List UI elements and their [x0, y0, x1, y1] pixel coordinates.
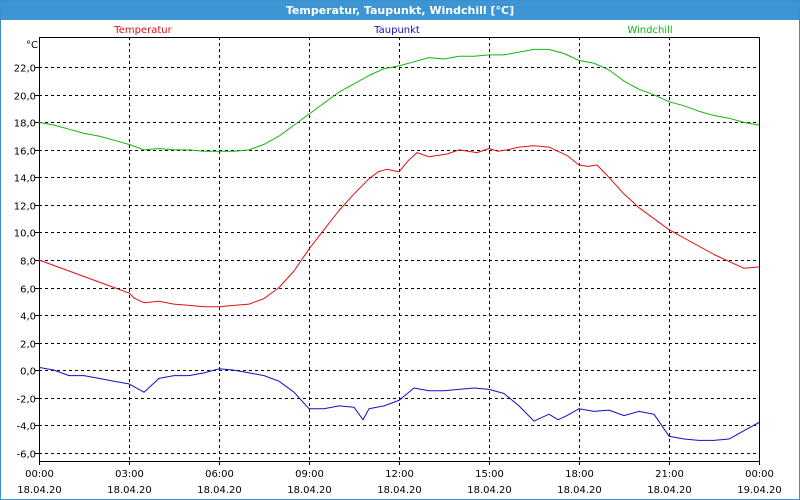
x-tick-date-label: 18.04.20 — [287, 485, 332, 496]
series-line-windchill — [38, 48, 760, 152]
y-tick-label: 0,0 — [20, 367, 36, 378]
x-tick-time-label: 00:00 — [745, 469, 774, 480]
y-tick-label: 20,0 — [14, 92, 36, 103]
y-tick-label: 14,0 — [14, 174, 36, 185]
series-line-temperatur — [38, 145, 760, 308]
y-tick-label: 22,0 — [14, 64, 36, 75]
x-tick-time-label: 21:00 — [655, 469, 684, 480]
x-tick-date-label: 18.04.20 — [17, 485, 62, 496]
y-tick-label: 4,0 — [20, 312, 36, 323]
x-tick-time-label: 15:00 — [475, 469, 504, 480]
y-tick-label: 18,0 — [14, 119, 36, 130]
x-tick-date-label: 18.04.20 — [647, 485, 692, 496]
y-tick-label: 6,0 — [20, 285, 36, 296]
y-tick-label: 12,0 — [14, 202, 36, 213]
x-tick-date-label: 18.04.20 — [377, 485, 422, 496]
axis-layer — [35, 37, 760, 465]
x-tick-date-label: 18.04.20 — [467, 485, 512, 496]
legend-entry-taupunkt: Taupunkt — [373, 25, 420, 36]
x-tick-time-label: 12:00 — [385, 469, 414, 480]
x-tick-time-label: 06:00 — [205, 469, 234, 480]
plot-frame — [39, 37, 760, 462]
series-layer — [38, 48, 760, 441]
y-tick-label: 2,0 — [20, 340, 36, 351]
x-tick-date-label: 18.04.20 — [197, 485, 242, 496]
y-tick-label: -2,0 — [16, 395, 36, 406]
y-tick-label: 8,0 — [20, 257, 36, 268]
y-axis-unit-label: °C — [26, 40, 38, 51]
y-tick-label: -4,0 — [16, 422, 36, 433]
legend-entry-windchill: Windchill — [627, 25, 672, 36]
window-title: Temperatur, Taupunkt, Windchill [°C] — [1, 1, 799, 20]
x-tick-time-label: 03:00 — [115, 469, 144, 480]
y-tick-label: 16,0 — [14, 147, 36, 158]
y-tick-label: 10,0 — [14, 229, 36, 240]
x-tick-date-label: 18.04.20 — [557, 485, 602, 496]
series-line-taupunkt — [38, 366, 760, 441]
label-layer: -6,0 -4,0 -2,0 0,0 2,0 4,0 6,0 8,0 10,0 12,0 14,0 1… — [14, 25, 782, 496]
grid-layer — [39, 37, 759, 461]
y-tick-label: -6,0 — [16, 450, 36, 461]
legend-entry-temperatur: Temperatur — [113, 25, 172, 36]
x-tick-date-label: 19.04.20 — [737, 485, 782, 496]
x-tick-time-label: 09:00 — [295, 469, 324, 480]
x-tick-date-label: 18.04.20 — [107, 485, 152, 496]
x-tick-time-label: 00:00 — [25, 469, 54, 480]
x-tick-time-label: 18:00 — [565, 469, 594, 480]
